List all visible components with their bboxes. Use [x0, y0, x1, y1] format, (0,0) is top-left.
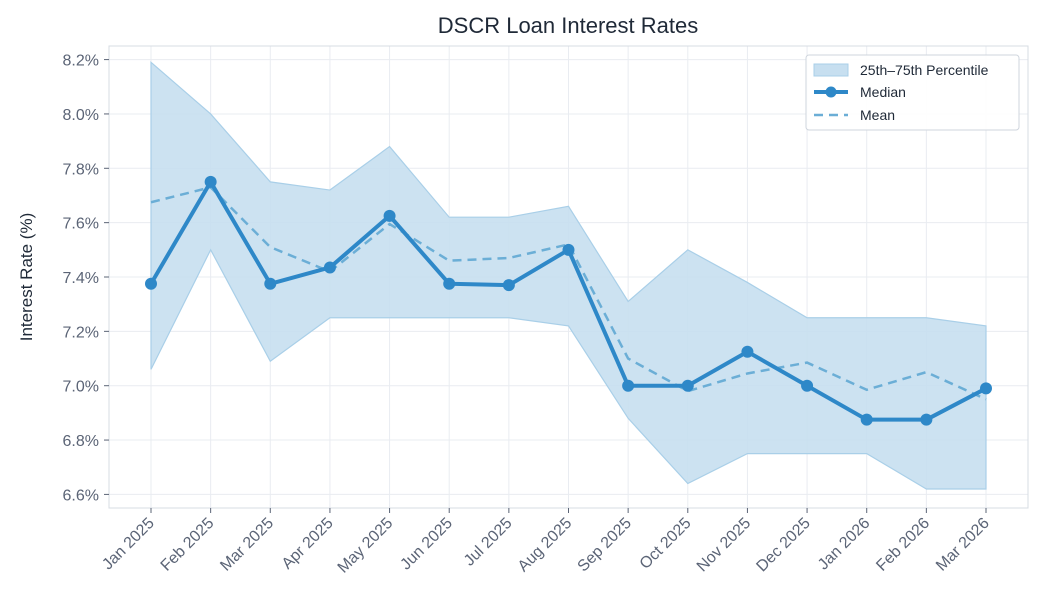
legend: 25th–75th Percentile Median Mean [805, 54, 1020, 131]
x-tick-label: Aug 2025 [515, 515, 576, 576]
median-point [145, 277, 157, 290]
y-tick-label: 7.0% [63, 379, 99, 396]
mean-series [150, 185, 987, 401]
percentile-band-area [150, 60, 987, 490]
median-point [204, 175, 217, 188]
x-tick-label: Nov 2025 [694, 515, 755, 576]
median-point [443, 277, 456, 290]
legend-label: Median [860, 84, 906, 100]
chart-title: DSCR Loan Interest Rates [438, 13, 698, 38]
legend-box [805, 54, 1020, 131]
y-tick-label: 7.2% [63, 324, 99, 341]
legend-swatch-band [813, 63, 849, 77]
y-axis: 6.6% 6.8% 7.0% 7.2% 7.4% 7.6% 7.8% 8.0% 8.2% [63, 53, 109, 504]
median-point [562, 243, 575, 256]
x-tick-label: Feb 2025 [158, 515, 218, 575]
x-tick-label: Jan 2025 [99, 515, 158, 574]
percentile-band [150, 60, 987, 490]
y-tick-label: 8.2% [63, 53, 99, 70]
y-tick-label: 8.0% [63, 107, 99, 124]
median-point [801, 379, 814, 392]
median-point [622, 379, 635, 392]
mean-line [150, 185, 987, 401]
median-series [145, 175, 992, 426]
median-point [383, 209, 396, 222]
x-tick-label: Apr 2025 [279, 515, 337, 573]
x-tick-label: Dec 2025 [753, 515, 814, 576]
legend-swatch-median-marker [825, 86, 837, 98]
x-tick-label: Jul 2025 [461, 515, 516, 570]
y-tick-label: 7.8% [63, 161, 99, 178]
legend-label: 25th–75th Percentile [860, 62, 989, 78]
x-tick-label: Jan 2026 [815, 515, 874, 574]
x-tick-label: Jun 2025 [397, 515, 456, 574]
median-point [502, 279, 515, 292]
median-point [741, 345, 754, 358]
x-tick-label: May 2025 [335, 515, 397, 577]
median-point [980, 382, 992, 395]
median-point [681, 379, 694, 392]
y-tick-label: 7.6% [63, 216, 99, 233]
x-tick-label: Mar 2025 [217, 515, 277, 575]
x-tick-label: Oct 2025 [637, 515, 695, 573]
legend-label: Mean [860, 107, 895, 123]
x-tick-label: Sep 2025 [575, 515, 636, 576]
y-axis-label: Interest Rate (%) [17, 213, 36, 342]
y-tick-label: 6.6% [63, 487, 99, 504]
median-point [323, 261, 336, 274]
median-point [860, 413, 873, 426]
x-tick-label: Mar 2026 [933, 515, 993, 575]
y-tick-label: 7.4% [63, 270, 99, 287]
y-tick-label: 6.8% [63, 433, 99, 450]
median-point [264, 277, 277, 290]
x-tick-label: Feb 2026 [873, 515, 933, 575]
median-point [920, 413, 933, 426]
